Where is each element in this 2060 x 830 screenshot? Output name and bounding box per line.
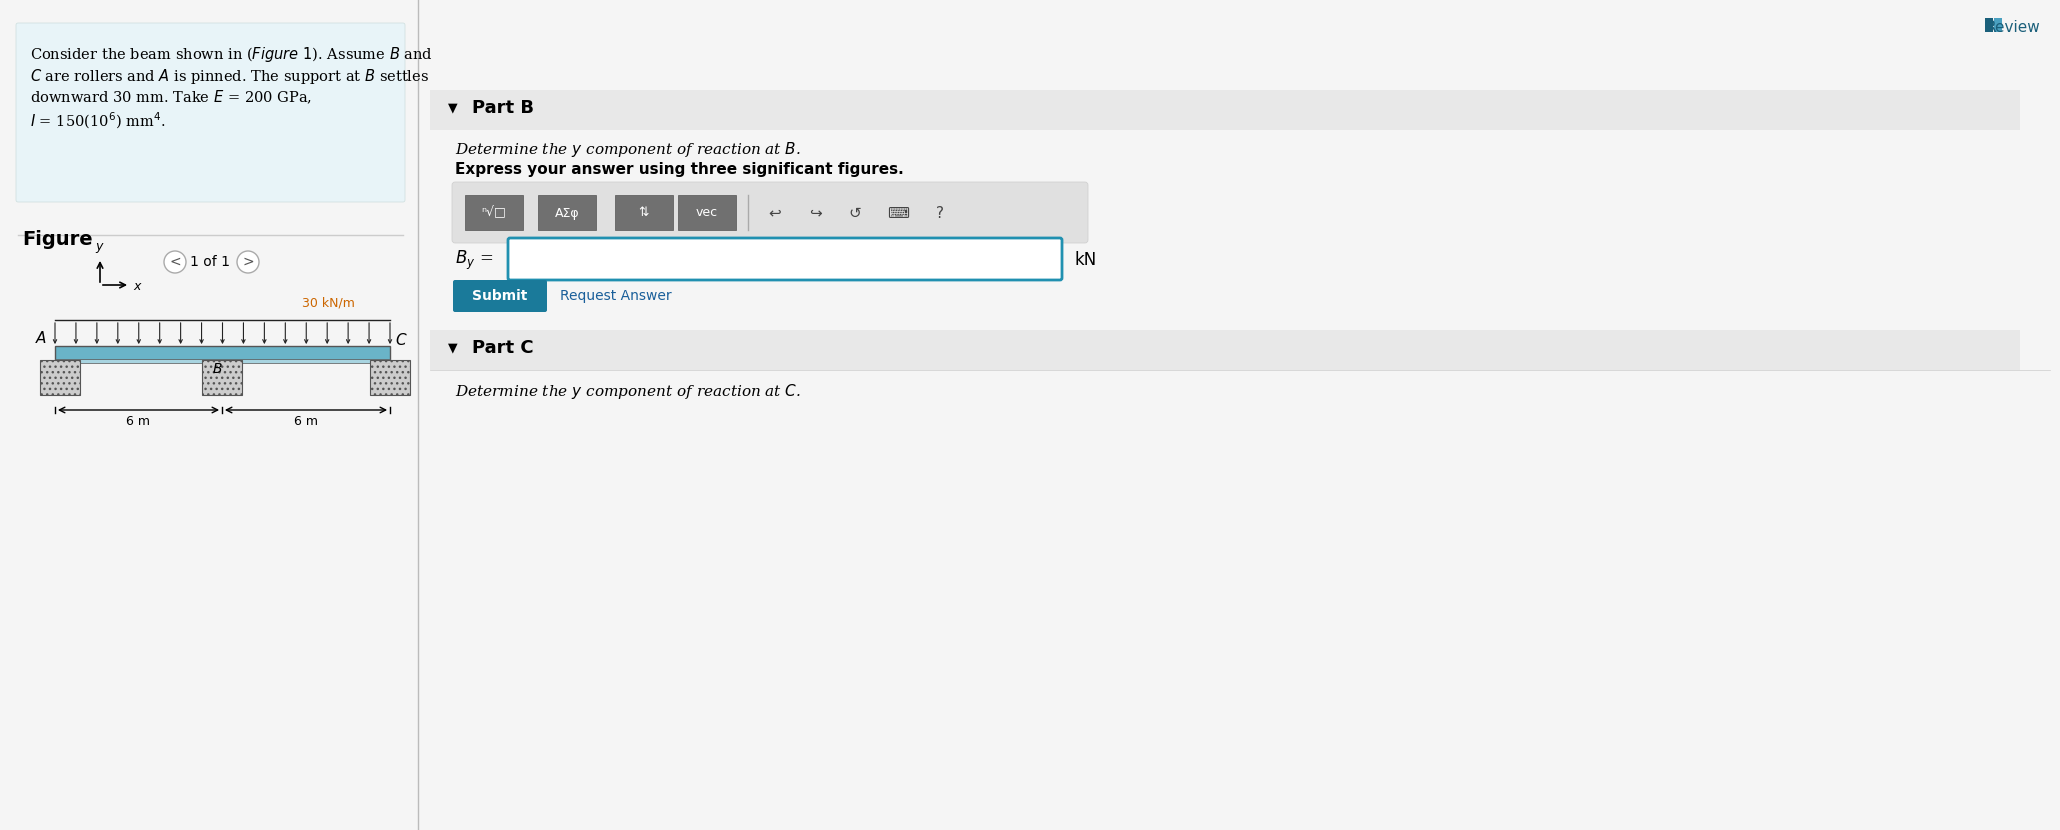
Text: ⁿ√□: ⁿ√□ xyxy=(482,207,507,219)
Text: ↩: ↩ xyxy=(768,206,781,221)
Text: $B_y$ =: $B_y$ = xyxy=(455,248,492,271)
Text: $C$: $C$ xyxy=(396,332,408,348)
Text: Determine the $y$ component of reaction at $C$.: Determine the $y$ component of reaction … xyxy=(455,382,801,401)
Text: 1 of 1: 1 of 1 xyxy=(190,255,231,269)
Text: <: < xyxy=(169,255,181,269)
Text: ↪: ↪ xyxy=(810,206,822,221)
FancyBboxPatch shape xyxy=(453,280,548,312)
Text: downward 30 mm. Take $\mathit{E}$ = 200 GPa,: downward 30 mm. Take $\mathit{E}$ = 200 … xyxy=(31,89,313,106)
Text: Review: Review xyxy=(1986,20,2039,35)
Text: $A$: $A$ xyxy=(35,330,47,346)
Text: Part C: Part C xyxy=(472,339,534,357)
Bar xyxy=(616,195,674,230)
Text: ΑΣφ: ΑΣφ xyxy=(554,207,579,219)
Bar xyxy=(678,195,735,230)
Text: vec: vec xyxy=(696,207,719,219)
Text: ?: ? xyxy=(935,206,943,221)
Text: $\mathit{I}$ = 150(10$^6$) mm$^4$.: $\mathit{I}$ = 150(10$^6$) mm$^4$. xyxy=(31,111,165,131)
Bar xyxy=(56,359,389,363)
FancyBboxPatch shape xyxy=(16,23,406,202)
Text: 6 m: 6 m xyxy=(295,415,317,428)
Text: Submit: Submit xyxy=(472,289,527,303)
Circle shape xyxy=(237,251,260,273)
Bar xyxy=(371,360,410,395)
Text: Part B: Part B xyxy=(472,99,534,117)
Bar xyxy=(1994,18,2002,32)
Text: Request Answer: Request Answer xyxy=(560,289,672,303)
Text: $B$: $B$ xyxy=(212,362,222,376)
Text: $y$: $y$ xyxy=(95,241,105,255)
Bar xyxy=(431,90,2021,130)
Text: $x$: $x$ xyxy=(134,280,142,292)
Bar xyxy=(1986,18,1992,32)
Bar xyxy=(466,195,523,230)
Bar xyxy=(56,346,389,360)
Text: Consider the beam shown in ($\it{Figure\ 1}$). Assume $\mathit{B}$ and: Consider the beam shown in ($\it{Figure\… xyxy=(31,45,433,64)
Text: ⇅: ⇅ xyxy=(639,207,649,219)
Text: 30 kN/m: 30 kN/m xyxy=(303,297,354,310)
Text: ▼: ▼ xyxy=(447,101,457,115)
Text: Determine the $y$ component of reaction at $B$.: Determine the $y$ component of reaction … xyxy=(455,140,801,159)
Text: ▼: ▼ xyxy=(447,341,457,354)
Text: 6 m: 6 m xyxy=(126,415,150,428)
Text: Figure: Figure xyxy=(23,230,93,249)
FancyBboxPatch shape xyxy=(509,238,1063,280)
Text: Express your answer using three significant figures.: Express your answer using three signific… xyxy=(455,162,904,177)
Circle shape xyxy=(165,251,185,273)
FancyBboxPatch shape xyxy=(451,182,1088,243)
Bar xyxy=(538,195,595,230)
Bar xyxy=(39,360,80,395)
Text: $\mathit{C}$ are rollers and $\mathit{A}$ is pinned. The support at $\mathit{B}$: $\mathit{C}$ are rollers and $\mathit{A}… xyxy=(31,67,428,86)
Text: >: > xyxy=(243,255,253,269)
Bar xyxy=(202,360,241,395)
Bar xyxy=(431,330,2021,370)
Text: ⌨: ⌨ xyxy=(888,206,908,221)
Text: ↺: ↺ xyxy=(849,206,861,221)
Text: kN: kN xyxy=(1075,251,1098,269)
